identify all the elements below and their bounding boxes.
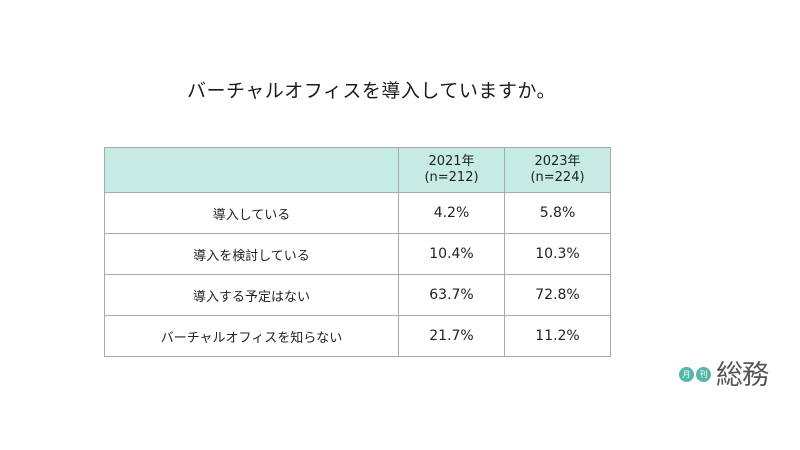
value-cell-2021: 10.4% [398,233,505,275]
header-year-label: 2021年 [428,154,475,169]
value-cell-2021: 21.7% [398,315,505,357]
value-cell-2023: 5.8% [504,192,611,234]
row-label: 導入する予定はない [104,274,399,316]
gekkan-soumu-logo: 月 刊 総務 [679,355,769,391]
table-row: 導入している 4.2% 5.8% [104,192,611,234]
header-year-2023: 2023年 (n=224) [504,147,611,193]
value-cell-2023: 10.3% [504,233,611,275]
header-sample-size: (n=224) [530,170,585,185]
survey-question-title: バーチャルオフィスを導入していますか。 [187,80,556,102]
row-label: 導入を検討している [104,233,399,275]
header-year-2021: 2021年 (n=212) [398,147,505,193]
value-cell-2023: 72.8% [504,274,611,316]
survey-results-table: 2021年 (n=212) 2023年 (n=224) 導入している 4.2% … [104,147,611,357]
value-cell-2021: 4.2% [398,192,505,234]
logo-wordmark: 総務 [716,359,769,391]
row-label: バーチャルオフィスを知らない [104,315,399,357]
value-cell-2021: 63.7% [398,274,505,316]
table-header-row: 2021年 (n=212) 2023年 (n=224) [104,147,611,193]
table-row: 導入する予定はない 63.7% 72.8% [104,274,611,316]
logo-badge-tsuki: 月 [679,366,694,382]
row-label: 導入している [104,192,399,234]
header-year-label: 2023年 [534,154,581,169]
table-row: 導入を検討している 10.4% 10.3% [104,233,611,275]
table-row: バーチャルオフィスを知らない 21.7% 11.2% [104,315,611,357]
header-sample-size: (n=212) [424,170,479,185]
header-label-cell [104,147,399,193]
value-cell-2023: 11.2% [504,315,611,357]
logo-badge-kan: 刊 [696,366,711,382]
